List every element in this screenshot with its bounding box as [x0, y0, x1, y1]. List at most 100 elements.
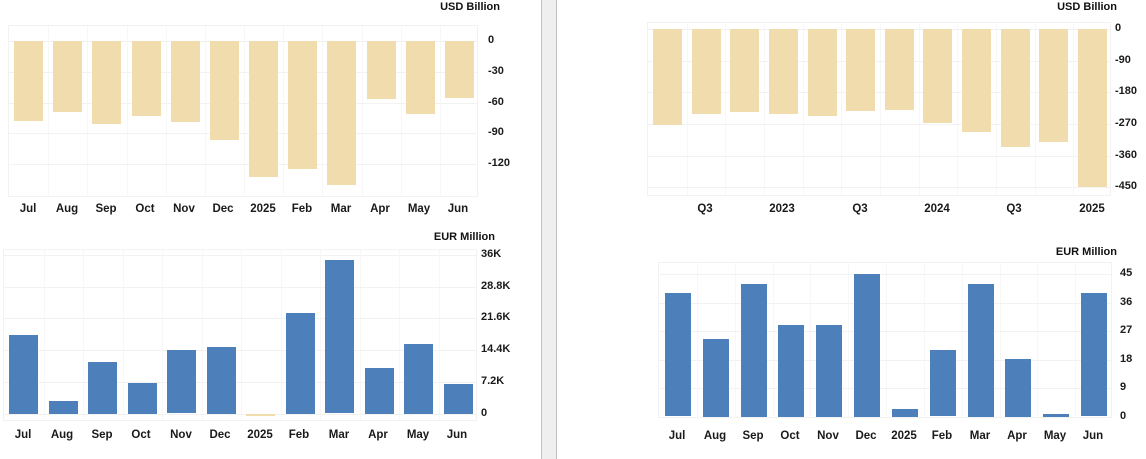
y-axis-tick-label: -180 — [1115, 85, 1138, 97]
bar[interactable] — [9, 335, 38, 414]
gridline-horizontal — [659, 360, 1111, 361]
bar[interactable] — [88, 362, 117, 414]
bar[interactable] — [1005, 359, 1031, 417]
gridline-vertical — [725, 23, 726, 195]
bar[interactable] — [207, 347, 236, 414]
gridline-vertical — [764, 23, 765, 195]
bar[interactable] — [692, 29, 721, 114]
x-axis-tick-label: Nov — [170, 429, 192, 441]
bar[interactable] — [128, 383, 157, 414]
bar[interactable] — [92, 41, 121, 124]
gridline-vertical — [44, 250, 45, 420]
x-axis-tick-label: Jun — [1082, 430, 1104, 442]
gridline-vertical — [919, 23, 920, 195]
bar[interactable] — [1039, 29, 1068, 142]
bar[interactable] — [653, 29, 682, 125]
bar[interactable] — [210, 41, 239, 140]
gridline-vertical — [360, 250, 361, 420]
bar[interactable] — [404, 344, 433, 414]
y-axis-tick-label: 0 — [481, 407, 488, 419]
gridline-horizontal — [648, 187, 1110, 188]
x-axis-tick-label: Jul — [19, 203, 37, 215]
bar[interactable] — [246, 414, 275, 416]
bar[interactable] — [132, 41, 161, 116]
y-axis-tick-label: 45 — [1120, 267, 1133, 279]
x-axis-tick-label: Nov — [817, 430, 839, 442]
bar[interactable] — [53, 41, 82, 112]
bar[interactable] — [406, 41, 435, 114]
bar[interactable] — [665, 293, 691, 416]
bar[interactable] — [444, 384, 473, 414]
bar[interactable] — [778, 325, 804, 417]
x-axis-tick-label: Sep — [91, 429, 113, 441]
x-axis-tick-label: 2025 — [247, 429, 273, 441]
x-axis-tick-label: Jun — [447, 203, 469, 215]
gridline-vertical — [244, 26, 245, 196]
bar[interactable] — [703, 339, 729, 417]
gridline-horizontal — [659, 303, 1111, 304]
gridline-vertical — [162, 250, 163, 420]
gridline-vertical — [320, 250, 321, 420]
bar[interactable] — [1001, 29, 1030, 147]
x-axis-tick-label: Q3 — [852, 203, 868, 215]
bar[interactable] — [365, 368, 394, 414]
bar[interactable] — [327, 41, 356, 185]
y-axis-tick-label: -270 — [1115, 117, 1138, 129]
gridline-vertical — [87, 26, 88, 196]
x-axis-tick-label: Dec — [212, 203, 234, 215]
x-axis-tick-label: 2024 — [924, 203, 950, 215]
gridline-horizontal — [648, 92, 1110, 93]
bar[interactable] — [367, 41, 396, 99]
bar[interactable] — [854, 274, 880, 417]
bar[interactable] — [325, 260, 354, 413]
bar[interactable] — [962, 29, 991, 132]
y-axis-tick-label: -90 — [1115, 54, 1131, 66]
bar[interactable] — [288, 41, 317, 169]
gridline-horizontal — [9, 41, 477, 42]
bar[interactable] — [171, 41, 200, 122]
gridline-vertical — [1075, 263, 1076, 417]
gridline-vertical — [773, 263, 774, 417]
gridline-vertical — [48, 26, 49, 196]
gridline-horizontal — [9, 72, 477, 73]
bar[interactable] — [816, 325, 842, 417]
gridline-horizontal — [9, 164, 477, 165]
bar[interactable] — [14, 41, 43, 121]
y-axis-tick-label: 7.2K — [481, 375, 505, 387]
bar[interactable] — [49, 401, 78, 414]
gridline-vertical — [996, 23, 997, 195]
bar[interactable] — [445, 41, 474, 98]
bar[interactable] — [286, 313, 315, 414]
bar[interactable] — [885, 29, 914, 110]
gridline-horizontal — [4, 318, 476, 319]
y-axis-tick-label: -120 — [488, 157, 511, 169]
bar[interactable] — [249, 41, 278, 177]
gridline-vertical — [399, 250, 400, 420]
gridline-vertical — [127, 26, 128, 196]
gridline-horizontal — [4, 287, 476, 288]
bar[interactable] — [167, 350, 196, 413]
gridline-horizontal — [659, 417, 1111, 418]
x-axis-tick-label: Feb — [931, 430, 953, 442]
bar[interactable] — [730, 29, 759, 112]
plot-area-trade-balance-eur — [3, 249, 477, 421]
bar[interactable] — [930, 350, 956, 416]
bar[interactable] — [1078, 29, 1107, 187]
bar[interactable] — [1043, 414, 1069, 417]
bar[interactable] — [808, 29, 837, 116]
bar[interactable] — [1081, 293, 1107, 416]
bar[interactable] — [968, 284, 994, 417]
bar[interactable] — [741, 284, 767, 417]
bar[interactable] — [923, 29, 952, 123]
y-axis-tick-label: 0 — [1120, 410, 1127, 422]
y-axis-tick-label: 28.8K — [481, 280, 511, 292]
x-axis-tick-label: Jul — [14, 429, 32, 441]
bar[interactable] — [892, 409, 918, 417]
x-axis-tick-label: Apr — [368, 429, 388, 441]
gridline-vertical — [1037, 263, 1038, 417]
x-axis-tick-label: Apr — [1007, 430, 1027, 442]
y-axis-tick-label: -360 — [1115, 149, 1138, 161]
gridline-vertical — [924, 263, 925, 417]
bar[interactable] — [769, 29, 798, 114]
bar[interactable] — [846, 29, 875, 111]
